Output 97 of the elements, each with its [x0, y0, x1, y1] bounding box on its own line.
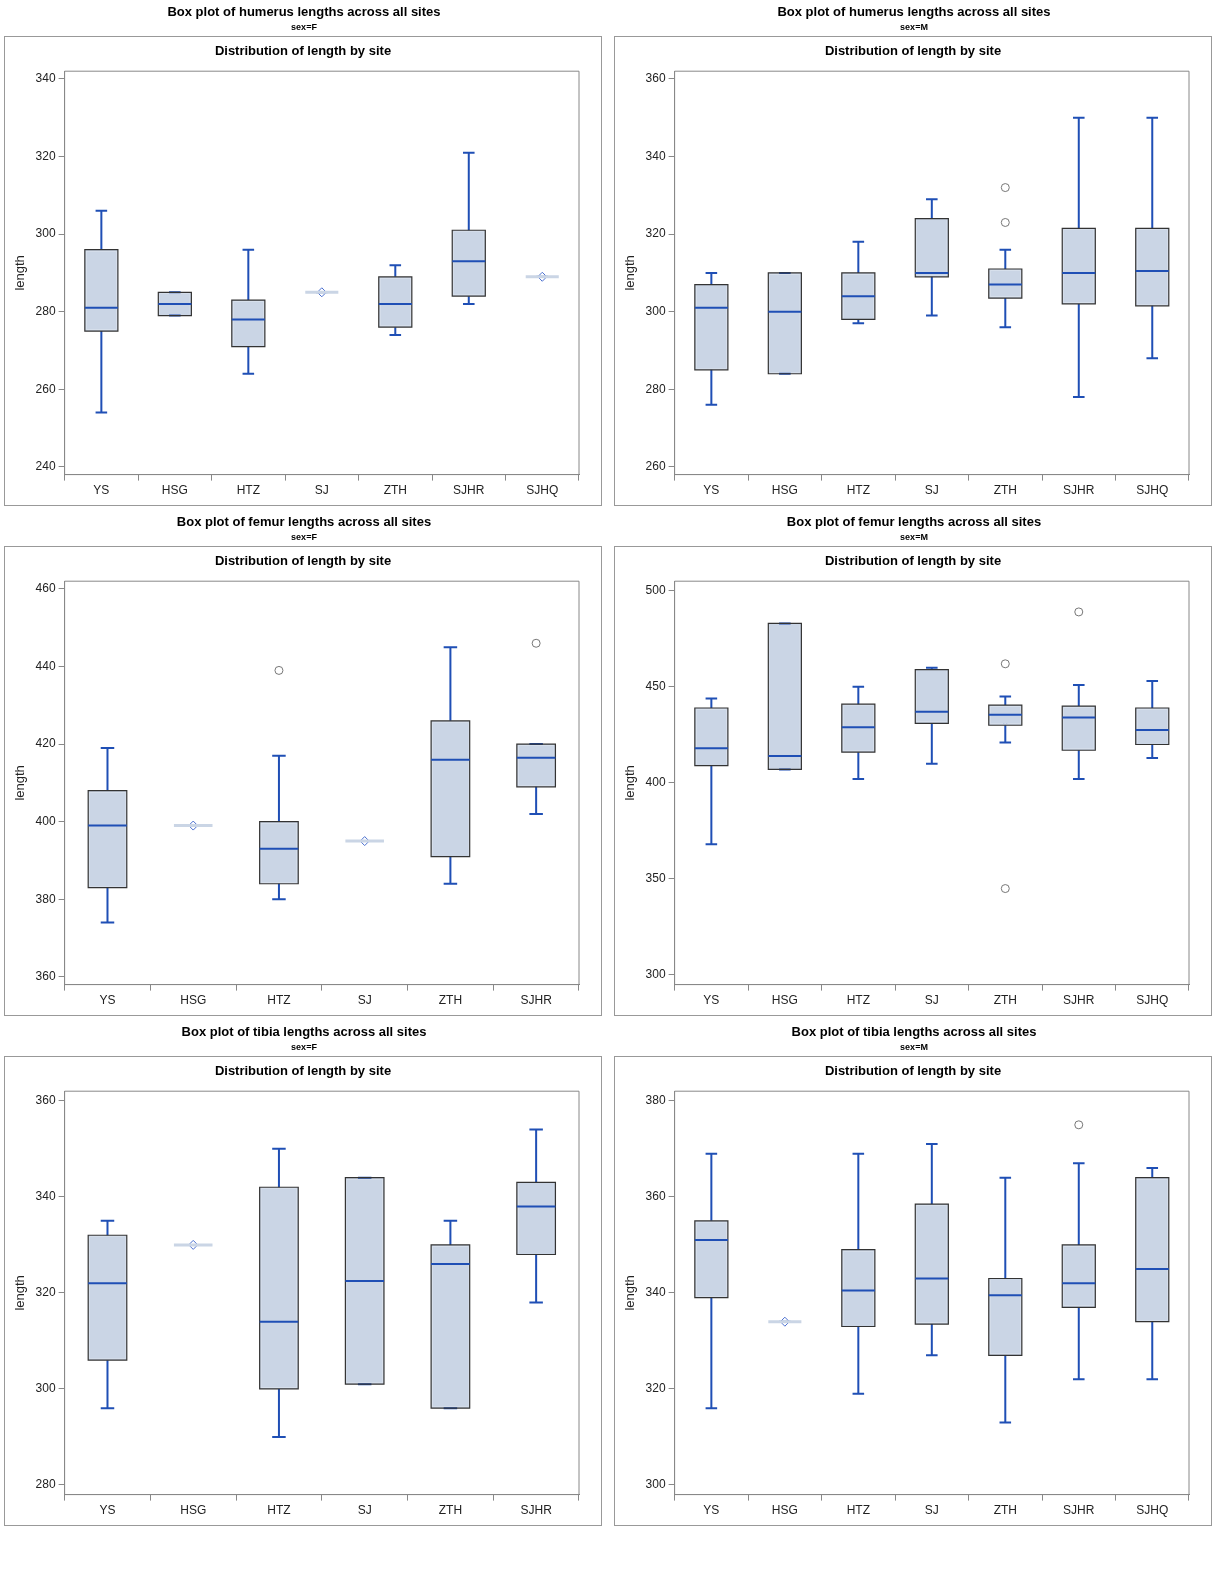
x-tick-label: SJHQ — [1136, 993, 1169, 1008]
x-tick-label: YS — [703, 1503, 720, 1518]
y-tick-label: 440 — [35, 658, 56, 673]
y-tick-label: 260 — [35, 381, 56, 396]
x-tick-label: ZTH — [993, 993, 1017, 1008]
y-tick-label: 300 — [35, 226, 56, 241]
chart-subtitle: sex=F — [290, 532, 318, 544]
text: Distribution of length by site — [823, 553, 1003, 570]
y-tick-label: 280 — [35, 304, 56, 318]
x-tick-label: HSG — [180, 993, 207, 1008]
x-tick-label: SJ — [924, 1503, 939, 1518]
y-tick-label: 400 — [645, 775, 666, 790]
y-tick-label: 420 — [35, 736, 56, 751]
x-tick-label: SJHR — [520, 993, 553, 1008]
chart-title: Box plot of tibia lengths across all sites — [790, 1024, 1038, 1041]
y-tick-label: 400 — [35, 814, 56, 828]
x-tick-label: HSG — [771, 483, 798, 498]
y-tick-label: 340 — [35, 1189, 56, 1204]
x-tick-label: HTZ — [267, 993, 291, 1008]
x-tick-label: ZTH — [993, 483, 1017, 498]
y-axis-title: length — [12, 255, 28, 291]
text: Distribution of length by site — [213, 553, 393, 570]
y-tick-label: 300 — [645, 1477, 666, 1492]
x-tick-label: SJ — [314, 483, 329, 498]
y-axis-title: length — [622, 1275, 638, 1311]
y-axis-title: length — [12, 1275, 28, 1311]
y-tick-label: 380 — [645, 1093, 666, 1108]
y-tick-label: 380 — [35, 891, 56, 906]
x-tick-label: SJ — [357, 993, 372, 1008]
text: Distribution of length by site — [823, 43, 1003, 60]
x-tick-label: SJHQ — [1136, 1503, 1169, 1518]
x-tick-label: HTZ — [236, 483, 260, 498]
y-tick-label: 320 — [35, 1285, 56, 1300]
x-tick-label: YS — [93, 483, 110, 498]
y-tick-label: 340 — [35, 71, 56, 86]
y-tick-label: 300 — [645, 304, 666, 318]
y-tick-label: 360 — [645, 71, 666, 86]
x-tick-label: ZTH — [438, 993, 463, 1008]
y-tick-label: 360 — [35, 1093, 56, 1108]
text: Distribution of length by site — [213, 1063, 393, 1080]
x-tick-label: YS — [703, 483, 720, 498]
y-tick-label: 300 — [35, 1381, 56, 1396]
chart-title: Box plot of humerus lengths across all sites — [166, 4, 442, 21]
y-axis-title: length — [622, 255, 638, 291]
text: Distribution of length by site — [823, 1063, 1003, 1080]
x-tick-label: HSG — [161, 483, 188, 498]
y-axis-title: length — [12, 765, 28, 801]
y-tick-label: 460 — [35, 581, 56, 596]
y-axis-title: length — [622, 765, 638, 801]
y-tick-label: 240 — [35, 459, 56, 474]
x-tick-label: SJ — [357, 1503, 372, 1518]
x-tick-label: HTZ — [846, 1503, 870, 1518]
x-tick-label: SJHR — [1063, 1503, 1095, 1518]
y-tick-label: 280 — [645, 381, 666, 396]
x-tick-label: SJHR — [1063, 483, 1095, 498]
y-tick-label: 260 — [645, 459, 666, 474]
x-tick-label: ZTH — [383, 483, 407, 498]
chart-subtitle: sex=M — [899, 22, 929, 34]
chart-title: Box plot of tibia lengths across all sites — [180, 1024, 428, 1041]
y-tick-label: 500 — [645, 583, 666, 598]
y-tick-label: 340 — [645, 148, 666, 163]
y-tick-label: 300 — [645, 967, 666, 982]
x-tick-label: HTZ — [846, 993, 870, 1008]
y-tick-label: 340 — [645, 1285, 666, 1300]
x-tick-label: SJ — [924, 483, 939, 498]
x-tick-label: SJHR — [1063, 993, 1095, 1008]
chart-subtitle: sex=F — [290, 22, 318, 34]
x-tick-label: ZTH — [438, 1503, 463, 1518]
x-tick-label: SJHQ — [1136, 483, 1169, 498]
y-tick-label: 350 — [645, 871, 666, 886]
chart-subtitle: sex=M — [899, 532, 929, 544]
chart-subtitle: sex=M — [899, 1042, 929, 1054]
text: Distribution of length by site — [213, 43, 393, 60]
x-tick-label: ZTH — [993, 1503, 1017, 1518]
x-tick-label: SJ — [924, 993, 939, 1008]
x-tick-label: HSG — [771, 1503, 798, 1518]
y-tick-label: 320 — [645, 226, 666, 241]
y-tick-label: 320 — [35, 148, 56, 163]
y-tick-label: 280 — [35, 1477, 56, 1492]
chart-title: Box plot of humerus lengths across all sites — [776, 4, 1052, 21]
y-tick-label: 360 — [645, 1189, 666, 1204]
x-tick-label: YS — [703, 993, 720, 1008]
y-tick-label: 320 — [645, 1381, 666, 1396]
chart-title: Box plot of femur lengths across all sites — [785, 514, 1043, 531]
x-tick-label: YS — [99, 993, 116, 1008]
x-tick-label: SJHQ — [526, 483, 559, 498]
x-tick-label: SJHR — [520, 1503, 553, 1518]
x-tick-label: SJHR — [453, 483, 485, 498]
x-tick-label: YS — [99, 1503, 116, 1518]
y-tick-label: 450 — [645, 679, 666, 694]
chart-subtitle: sex=F — [290, 1042, 318, 1054]
x-tick-label: HSG — [771, 993, 798, 1008]
x-tick-label: HTZ — [267, 1503, 291, 1518]
y-tick-label: 360 — [35, 969, 56, 984]
chart-title: Box plot of femur lengths across all sites — [175, 514, 433, 531]
x-tick-label: HSG — [180, 1503, 207, 1518]
x-tick-label: HTZ — [846, 483, 870, 498]
